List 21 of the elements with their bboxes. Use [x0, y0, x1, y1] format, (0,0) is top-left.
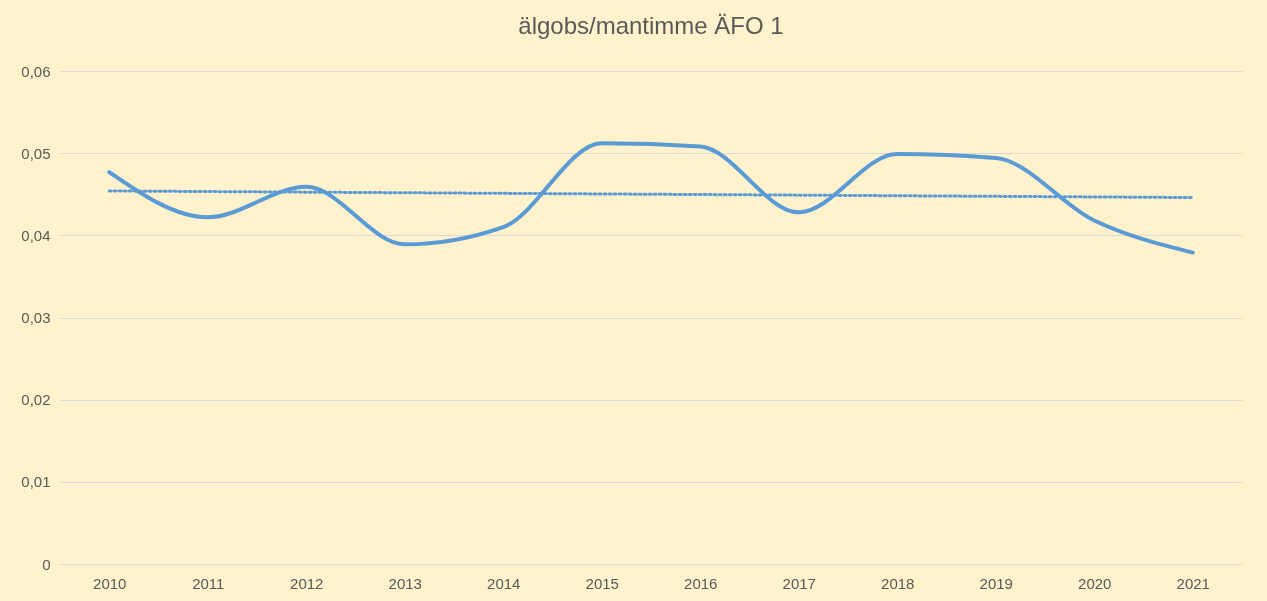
x-tick-label: 2011: [192, 574, 225, 592]
x-tick-label: 2014: [487, 574, 521, 592]
x-tick-label: 2015: [585, 574, 619, 592]
y-tick-label: 0: [42, 555, 51, 573]
x-tick-label: 2018: [881, 574, 915, 592]
x-tick-label: 2017: [782, 574, 816, 592]
x-tick-label: 2020: [1078, 574, 1112, 592]
x-tick-label: 2013: [388, 574, 422, 592]
y-tick-label: 0,03: [21, 309, 51, 326]
y-tick-label: 0,05: [21, 144, 51, 162]
y-tick-label: 0,04: [21, 226, 51, 244]
y-tick-label: 0,06: [21, 62, 51, 80]
x-tick-label: 2021: [1176, 574, 1210, 592]
line-series: [107, 141, 1195, 255]
x-tick-label: 2010: [93, 574, 127, 592]
y-tick-label: 0,02: [21, 391, 51, 409]
x-tick-label: 2012: [290, 574, 324, 592]
x-tick-label: 2016: [684, 574, 718, 592]
y-tick-label: 0,01: [21, 473, 51, 491]
chart-title: älgobs/mantimme ÄFO 1: [518, 12, 784, 39]
x-tick-label: 2019: [979, 574, 1013, 592]
